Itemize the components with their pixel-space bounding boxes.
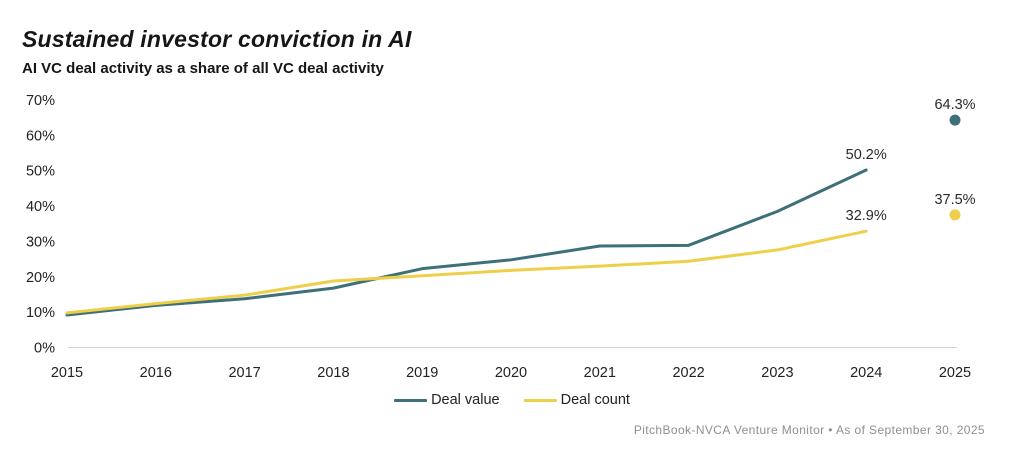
data-point-label: 64.3% (934, 97, 975, 113)
deal-count-line-swatch-icon (523, 398, 557, 402)
chart-legend: Deal value Deal count (0, 392, 1024, 408)
deal-value-2025-dot (949, 114, 961, 126)
chart-header: Sustained investor conviction in AI AI V… (22, 26, 412, 77)
deal-value-line-swatch-icon (394, 398, 428, 402)
x-axis-tick-label: 2025 (939, 365, 971, 381)
x-axis-tick-label: 2015 (51, 365, 83, 381)
y-axis-tick-label: 10% (26, 305, 55, 321)
deal-count-2025-dot (949, 209, 961, 221)
deal-value-line (65, 168, 868, 317)
data-point-label: 50.2% (846, 147, 887, 163)
data-point-label: 32.9% (846, 208, 887, 224)
y-axis-tick-label: 60% (26, 128, 55, 144)
x-axis-tick-label: 2021 (584, 365, 616, 381)
y-axis-tick-label: 20% (26, 270, 55, 286)
legend-item-deal-count: Deal count (523, 392, 630, 408)
x-axis-tick-label: 2019 (406, 365, 438, 381)
y-axis-tick-label: 70% (26, 93, 55, 109)
y-axis-tick-label: 0% (34, 341, 55, 357)
chart-subtitle: AI VC deal activity as a share of all VC… (22, 60, 384, 77)
y-axis-tick-label: 40% (26, 199, 55, 215)
y-axis-tick-label: 50% (26, 164, 55, 180)
legend-label-deal-value: Deal value (431, 392, 500, 408)
x-axis-tick-label: 2018 (317, 365, 349, 381)
x-axis-tick-label: 2023 (761, 365, 793, 381)
source-attribution: PitchBook-NVCA Venture Monitor • As of S… (633, 423, 985, 437)
data-point-label: 37.5% (934, 192, 975, 208)
legend-label-deal-count: Deal count (560, 392, 630, 408)
x-axis-tick-label: 2024 (850, 365, 882, 381)
chart-title: Sustained investor conviction in AI (22, 26, 412, 52)
x-axis-tick-label: 2020 (495, 365, 527, 381)
x-axis-tick-label: 2016 (140, 365, 172, 381)
deal-count-line (65, 229, 868, 315)
x-axis-tick-label: 2022 (672, 365, 704, 381)
legend-item-deal-value: Deal value (394, 392, 500, 408)
y-axis-tick-label: 30% (26, 234, 55, 250)
x-axis-tick-label: 2017 (228, 365, 260, 381)
